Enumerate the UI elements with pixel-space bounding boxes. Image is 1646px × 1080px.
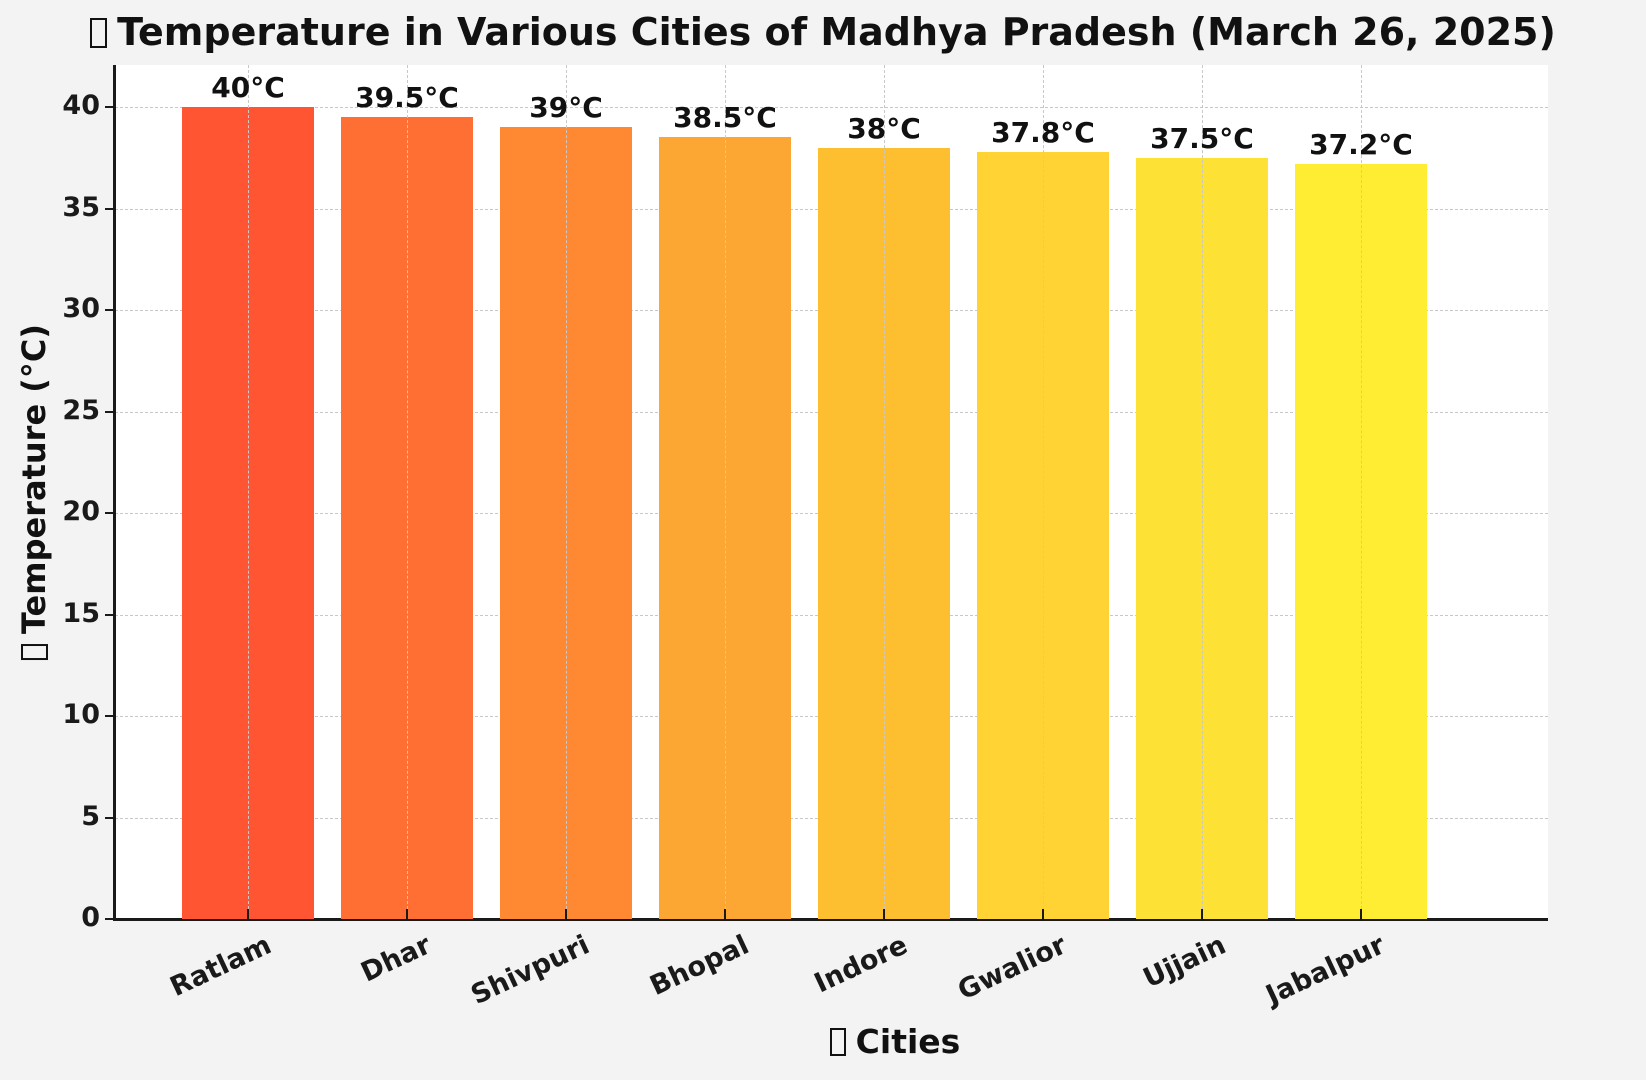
plot-area xyxy=(115,65,1548,919)
x-tick-mark xyxy=(1201,909,1203,919)
grid-line-vertical xyxy=(884,65,885,919)
chart-title: Temperature in Various Cities of Madhya … xyxy=(0,10,1646,54)
y-tick-label: 0 xyxy=(81,902,100,933)
x-tick-label: Jabalpur xyxy=(1261,929,1390,1012)
city-icon xyxy=(829,1028,846,1056)
grid-line-vertical xyxy=(1043,65,1044,919)
y-tick-mark xyxy=(105,512,114,514)
x-tick-label: Gwalior xyxy=(953,929,1072,1007)
bar-value-label: 37.5°C xyxy=(1150,121,1254,155)
bar-value-label: 37.2°C xyxy=(1309,127,1413,161)
bar-value-label: 39.5°C xyxy=(355,81,459,115)
y-tick-label: 25 xyxy=(62,394,100,426)
y-tick-label: 15 xyxy=(62,597,100,629)
grid-line-vertical xyxy=(1361,65,1362,919)
x-tick-label: Shivpuri xyxy=(466,929,595,1012)
bar-value-label: 38.5°C xyxy=(673,101,777,135)
y-axis-spine xyxy=(113,65,116,921)
x-tick-mark xyxy=(883,909,885,919)
y-tick-label: 5 xyxy=(81,800,100,832)
x-tick-label: Ratlam xyxy=(165,929,277,1003)
y-tick-mark xyxy=(105,816,114,819)
bar-value-label: 40°C xyxy=(211,71,285,104)
grid-line-vertical xyxy=(1202,65,1203,919)
bar-value-label: 37.8°C xyxy=(991,115,1095,149)
y-tick-mark xyxy=(105,309,114,311)
y-axis-label-text: Temperature (°C) xyxy=(15,323,53,635)
x-axis-label: Cities xyxy=(0,1022,1646,1061)
chart-title-text: Temperature in Various Cities of Madhya … xyxy=(117,10,1556,54)
x-tick-label: Dhar xyxy=(356,929,436,989)
y-tick-label: 30 xyxy=(62,293,100,324)
x-tick-mark xyxy=(1360,909,1362,919)
grid-line-vertical xyxy=(725,65,726,919)
y-tick-label: 20 xyxy=(62,496,100,527)
x-tick-label: Ujjain xyxy=(1138,929,1231,995)
y-tick-mark xyxy=(105,106,114,108)
grid-line-vertical xyxy=(566,65,567,919)
grid-line-horizontal xyxy=(115,107,1548,108)
y-tick-mark xyxy=(105,715,114,717)
grid-line-vertical xyxy=(248,65,249,919)
x-tick-mark xyxy=(724,909,726,919)
y-tick-label: 35 xyxy=(62,191,100,223)
y-tick-mark xyxy=(105,410,114,413)
x-tick-mark xyxy=(406,909,408,919)
bar-value-label: 38°C xyxy=(847,111,921,145)
y-tick-mark xyxy=(105,918,114,920)
x-tick-mark xyxy=(1042,909,1044,919)
x-axis-spine xyxy=(113,918,1548,921)
thermometer-icon xyxy=(90,18,108,48)
bar-value-label: 39°C xyxy=(529,91,603,125)
y-tick-mark xyxy=(105,207,114,210)
thermometer-icon xyxy=(21,644,48,661)
y-tick-mark xyxy=(105,613,114,616)
x-tick-label: Bhopal xyxy=(645,929,754,1002)
x-axis-label-text: Cities xyxy=(855,1022,961,1061)
x-tick-mark xyxy=(247,909,249,919)
x-tick-label: Indore xyxy=(809,929,913,1000)
y-tick-label: 40 xyxy=(62,90,100,121)
x-tick-mark xyxy=(565,909,567,919)
grid-line-vertical xyxy=(407,65,408,919)
y-tick-label: 10 xyxy=(62,699,100,730)
